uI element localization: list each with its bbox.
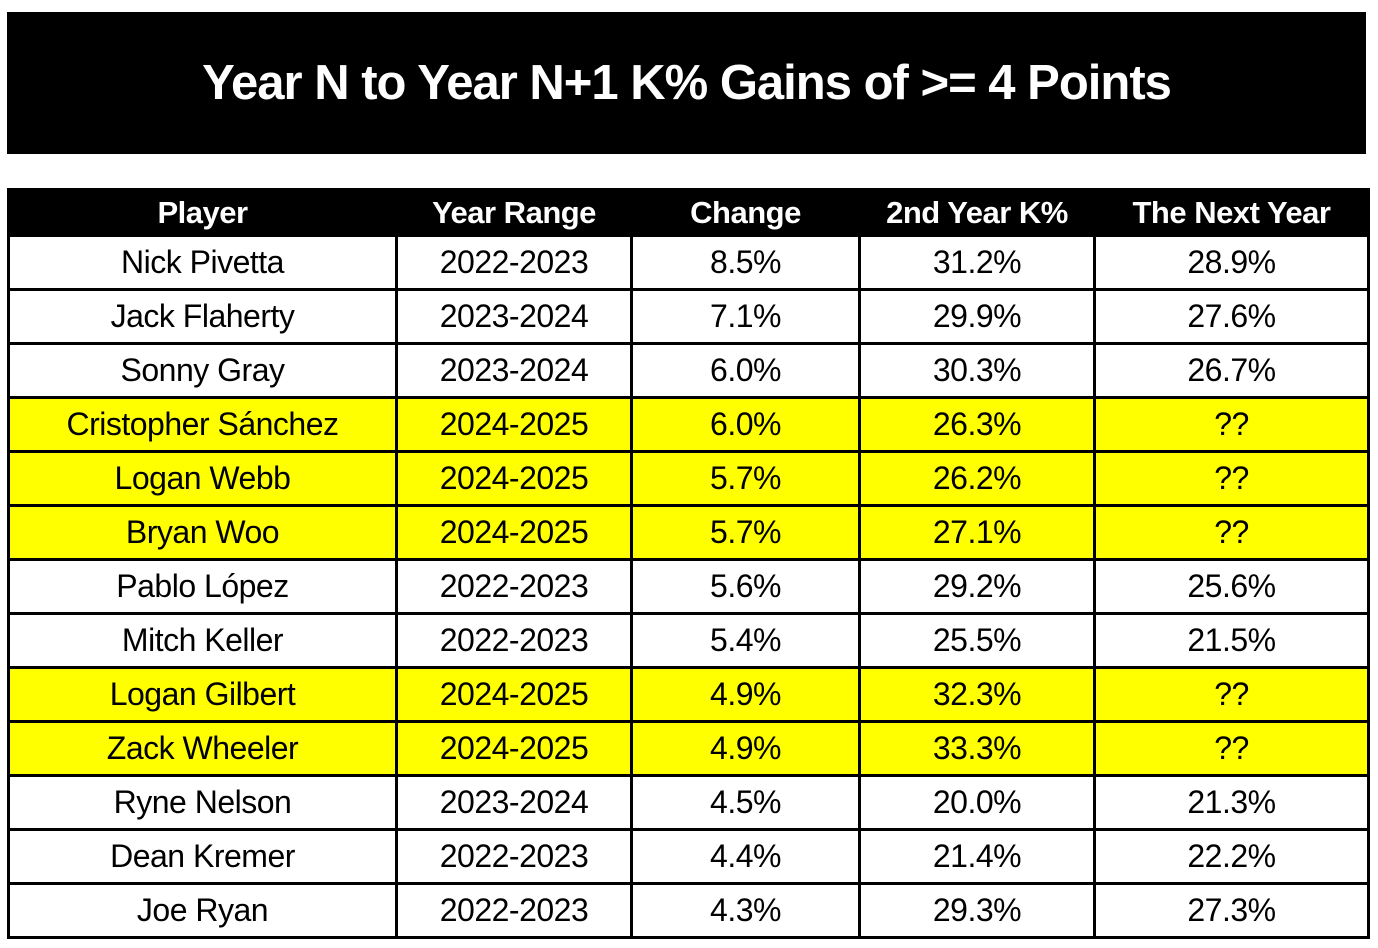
change-cell: 4.5% (630, 774, 861, 831)
change-cell: 4.9% (630, 720, 861, 777)
player-cell: Pablo López (7, 558, 398, 615)
player-cell: Cristopher Sánchez (7, 396, 398, 453)
player-cell: Bryan Woo (7, 504, 398, 561)
table-row: Nick Pivetta 2022-2023 8.5% 31.2% 28.9% (7, 234, 1370, 291)
player-cell: Joe Ryan (7, 882, 398, 939)
year-range-cell: 2023-2024 (395, 342, 633, 399)
change-cell: 5.6% (630, 558, 861, 615)
year-range-cell: 2022-2023 (395, 828, 633, 885)
table-row: Joe Ryan 2022-2023 4.3% 29.3% 27.3% (7, 882, 1370, 939)
next-year-cell: ?? (1093, 450, 1370, 507)
second-year-k-cell: 27.1% (858, 504, 1096, 561)
next-year-cell: 28.9% (1093, 234, 1370, 291)
change-cell: 5.7% (630, 504, 861, 561)
second-year-k-cell: 30.3% (858, 342, 1096, 399)
table-row: Jack Flaherty 2023-2024 7.1% 29.9% 27.6% (7, 288, 1370, 345)
next-year-cell: 26.7% (1093, 342, 1370, 399)
change-cell: 8.5% (630, 234, 861, 291)
year-range-cell: 2023-2024 (395, 288, 633, 345)
change-cell: 5.7% (630, 450, 861, 507)
col-header-player: Player (7, 188, 398, 237)
header-row: Player Year Range Change 2nd Year K% The… (7, 188, 1370, 237)
player-cell: Nick Pivetta (7, 234, 398, 291)
second-year-k-cell: 33.3% (858, 720, 1096, 777)
col-header-second-year-k: 2nd Year K% (858, 188, 1096, 237)
change-cell: 4.9% (630, 666, 861, 723)
player-cell: Ryne Nelson (7, 774, 398, 831)
player-cell: Logan Webb (7, 450, 398, 507)
next-year-cell: ?? (1093, 396, 1370, 453)
change-cell: 7.1% (630, 288, 861, 345)
second-year-k-cell: 21.4% (858, 828, 1096, 885)
table-row: Zack Wheeler 2024-2025 4.9% 33.3% ?? (7, 720, 1370, 777)
next-year-cell: 22.2% (1093, 828, 1370, 885)
year-range-cell: 2024-2025 (395, 720, 633, 777)
next-year-cell: 25.6% (1093, 558, 1370, 615)
table-row: Pablo López 2022-2023 5.6% 29.2% 25.6% (7, 558, 1370, 615)
change-cell: 6.0% (630, 342, 861, 399)
page-title: Year N to Year N+1 K% Gains of >= 4 Poin… (202, 56, 1172, 110)
year-range-cell: 2023-2024 (395, 774, 633, 831)
table-row: Ryne Nelson 2023-2024 4.5% 20.0% 21.3% (7, 774, 1370, 831)
year-range-cell: 2022-2023 (395, 234, 633, 291)
next-year-cell: ?? (1093, 666, 1370, 723)
change-cell: 5.4% (630, 612, 861, 669)
second-year-k-cell: 29.9% (858, 288, 1096, 345)
table-row: Logan Gilbert 2024-2025 4.9% 32.3% ?? (7, 666, 1370, 723)
second-year-k-cell: 26.2% (858, 450, 1096, 507)
second-year-k-cell: 29.2% (858, 558, 1096, 615)
change-cell: 4.3% (630, 882, 861, 939)
title-banner: Year N to Year N+1 K% Gains of >= 4 Poin… (7, 12, 1366, 154)
second-year-k-cell: 25.5% (858, 612, 1096, 669)
second-year-k-cell: 32.3% (858, 666, 1096, 723)
next-year-cell: 27.6% (1093, 288, 1370, 345)
next-year-cell: 21.3% (1093, 774, 1370, 831)
second-year-k-cell: 29.3% (858, 882, 1096, 939)
second-year-k-cell: 20.0% (858, 774, 1096, 831)
next-year-cell: 27.3% (1093, 882, 1370, 939)
second-year-k-cell: 26.3% (858, 396, 1096, 453)
next-year-cell: ?? (1093, 720, 1370, 777)
change-cell: 4.4% (630, 828, 861, 885)
table-row: Logan Webb 2024-2025 5.7% 26.2% ?? (7, 450, 1370, 507)
second-year-k-cell: 31.2% (858, 234, 1096, 291)
player-cell: Sonny Gray (7, 342, 398, 399)
year-range-cell: 2022-2023 (395, 558, 633, 615)
year-range-cell: 2024-2025 (395, 504, 633, 561)
table-row: Bryan Woo 2024-2025 5.7% 27.1% ?? (7, 504, 1370, 561)
year-range-cell: 2022-2023 (395, 612, 633, 669)
col-header-next-year: The Next Year (1093, 188, 1370, 237)
year-range-cell: 2022-2023 (395, 882, 633, 939)
player-cell: Mitch Keller (7, 612, 398, 669)
player-cell: Dean Kremer (7, 828, 398, 885)
col-header-change: Change (630, 188, 861, 237)
year-range-cell: 2024-2025 (395, 396, 633, 453)
k-percent-gains-table: Player Year Range Change 2nd Year K% The… (7, 188, 1370, 939)
year-range-cell: 2024-2025 (395, 666, 633, 723)
player-cell: Jack Flaherty (7, 288, 398, 345)
year-range-cell: 2024-2025 (395, 450, 633, 507)
next-year-cell: 21.5% (1093, 612, 1370, 669)
table-row: Sonny Gray 2023-2024 6.0% 30.3% 26.7% (7, 342, 1370, 399)
player-cell: Logan Gilbert (7, 666, 398, 723)
table-row: Cristopher Sánchez 2024-2025 6.0% 26.3% … (7, 396, 1370, 453)
table-row: Dean Kremer 2022-2023 4.4% 21.4% 22.2% (7, 828, 1370, 885)
change-cell: 6.0% (630, 396, 861, 453)
col-header-year-range: Year Range (395, 188, 633, 237)
player-cell: Zack Wheeler (7, 720, 398, 777)
table-row: Mitch Keller 2022-2023 5.4% 25.5% 21.5% (7, 612, 1370, 669)
next-year-cell: ?? (1093, 504, 1370, 561)
